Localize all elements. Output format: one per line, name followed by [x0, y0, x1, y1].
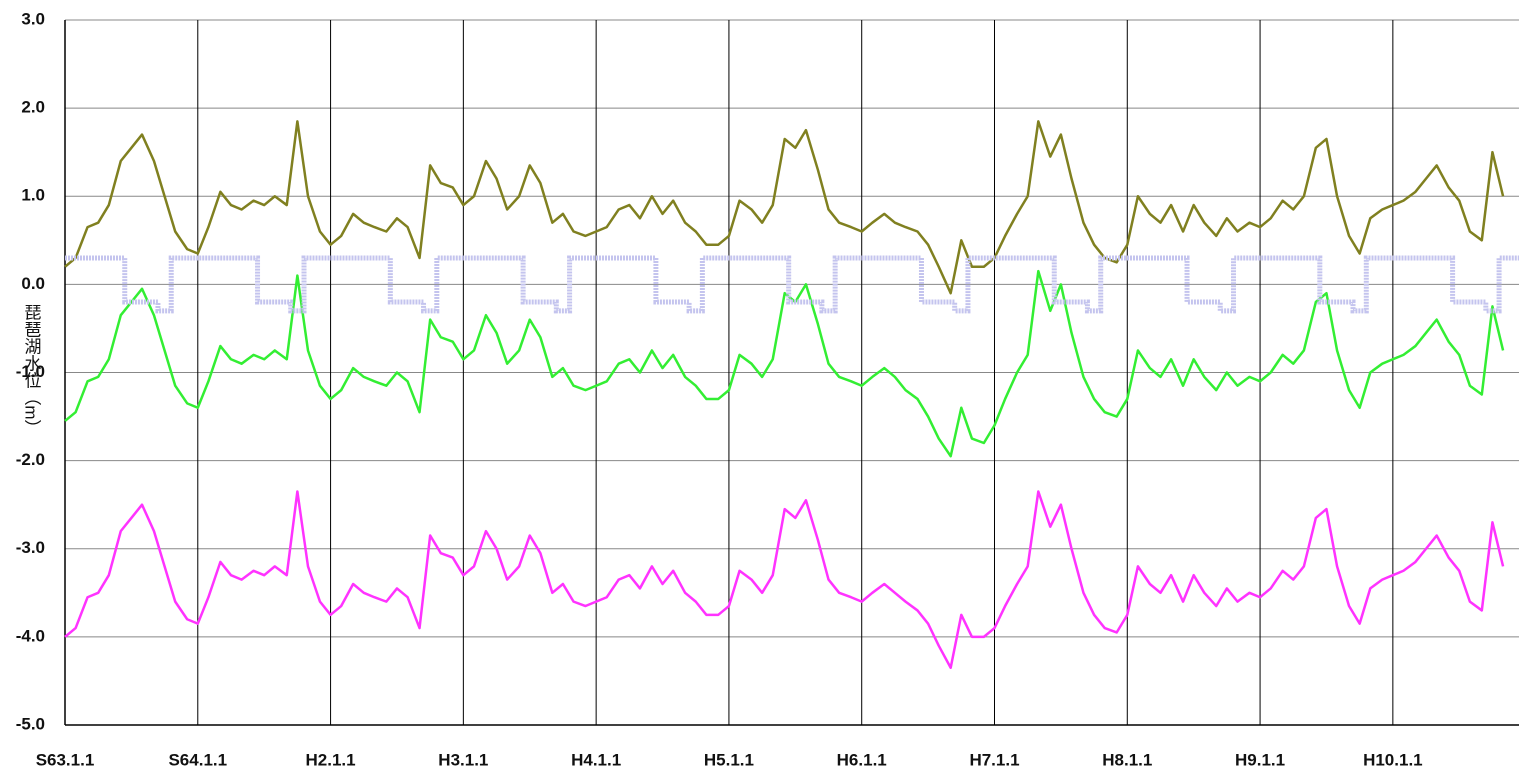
step-line — [65, 255, 1519, 314]
y-tick-label: 3.0 — [21, 9, 45, 28]
series-line — [64, 269, 1505, 458]
x-tick-label: H2.1.1 — [306, 750, 356, 769]
y-tick-label: 1.0 — [21, 186, 45, 205]
x-tick-label: H8.1.1 — [1102, 750, 1152, 769]
y-tick-label: -3.0 — [16, 538, 45, 557]
y-tick-label: -5.0 — [16, 714, 45, 733]
y-tick-label: -2.0 — [16, 450, 45, 469]
series-line — [64, 120, 1505, 295]
x-tick-label: S63.1.1 — [36, 750, 95, 769]
x-tick-label: H5.1.1 — [704, 750, 754, 769]
y-tick-label: -4.0 — [16, 626, 45, 645]
x-tick-label: H9.1.1 — [1235, 750, 1285, 769]
x-tick-label: H7.1.1 — [969, 750, 1019, 769]
y-tick-label: -1.0 — [16, 362, 45, 381]
x-tick-label: H3.1.1 — [438, 750, 488, 769]
x-tick-label: H4.1.1 — [571, 750, 621, 769]
y-tick-label: 2.0 — [21, 98, 45, 117]
x-tick-label: S64.1.1 — [168, 750, 227, 769]
series-line — [64, 490, 1505, 669]
x-tick-label: H10.1.1 — [1363, 750, 1423, 769]
x-tick-label: H6.1.1 — [837, 750, 887, 769]
y-axis-label: 琵琶湖水位（m） — [22, 303, 42, 436]
y-tick-label: 0.0 — [21, 274, 45, 293]
